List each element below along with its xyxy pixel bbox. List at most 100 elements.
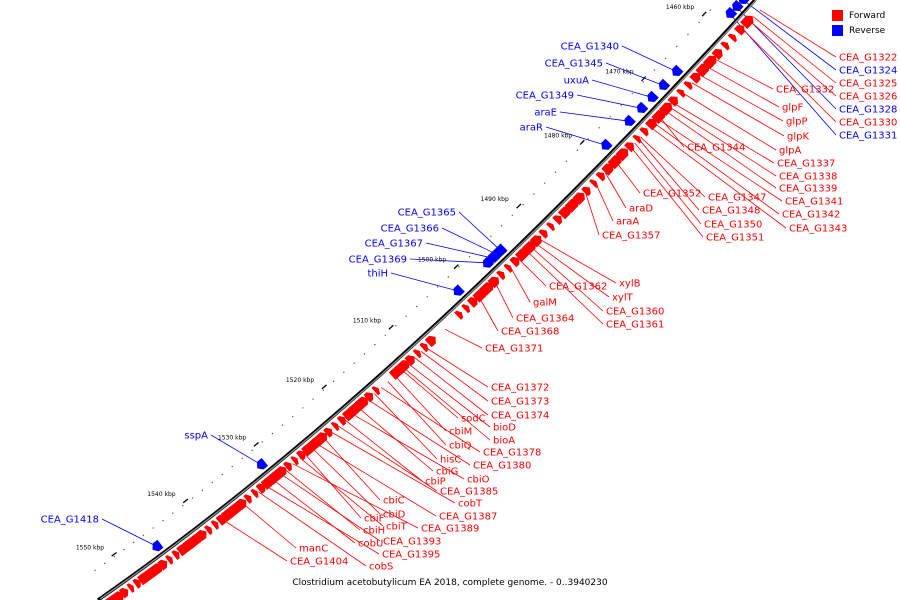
- gene-label-cbiq: cbiQ: [449, 441, 472, 452]
- forward-gene-feature: [187, 533, 202, 548]
- leader-line: [665, 110, 777, 189]
- legend-forward: Forward: [832, 8, 892, 23]
- leader-line: [691, 82, 785, 137]
- leader-line: [749, 20, 837, 97]
- leader-line: [444, 328, 483, 349]
- gene-label-cea-g1330: CEA_G1330: [839, 118, 897, 129]
- leader-line: [742, 0, 837, 71]
- minor-tick: [133, 541, 135, 544]
- leader-line: [585, 192, 600, 236]
- forward-gene-feature: [472, 289, 486, 303]
- gene-label-uxua: uxuA: [564, 76, 590, 87]
- gene-label-cea-g1324: CEA_G1324: [839, 66, 897, 77]
- minor-tick: [241, 457, 243, 460]
- gene-label-cea-g1389: CEA_G1389: [421, 524, 479, 535]
- leader-line: [605, 172, 627, 209]
- minor-tick: [322, 389, 324, 392]
- tick-mark: [253, 441, 259, 447]
- leader-line: [699, 74, 784, 122]
- forward-gene-feature: [296, 450, 306, 461]
- minor-tick: [281, 424, 284, 426]
- forward-gene-feature: [371, 386, 381, 396]
- leader-line: [394, 375, 447, 432]
- forward-gene-feature: [243, 494, 252, 504]
- forward-gene-feature: [336, 416, 346, 426]
- reverse-gene-feature: [624, 114, 636, 126]
- minor-tick: [302, 407, 304, 409]
- leader-line: [657, 118, 783, 202]
- forward-gene-feature: [355, 396, 368, 410]
- forward-gene-feature: [250, 488, 259, 499]
- minor-tick: [533, 193, 535, 195]
- forward-gene-feature: [487, 276, 499, 289]
- backbone: [97, 0, 757, 600]
- gene-label-biod: bioD: [493, 423, 516, 434]
- leader-line: [458, 211, 501, 251]
- forward-gene-feature: [720, 41, 730, 51]
- minor-tick: [500, 225, 503, 227]
- gene-label-cea-g1340: CEA_G1340: [561, 42, 619, 53]
- gene-labels: CEA_G1340 CEA_G1345 uxuA CEA_G1349 araE araR C…: [41, 42, 898, 573]
- minor-tick: [113, 555, 116, 558]
- minor-tick: [201, 489, 204, 492]
- gene-label-arar: araR: [520, 123, 543, 134]
- leader-line: [272, 479, 356, 544]
- minor-tick: [353, 362, 355, 364]
- gene-label-glpf: glpF: [782, 103, 803, 114]
- forward-swatch: [832, 10, 843, 21]
- gene-label-xylb: xylB: [619, 279, 641, 290]
- leader-line: [530, 246, 604, 312]
- gene-label-thih: thiH: [367, 269, 388, 280]
- gene-label-cea-g1395: CEA_G1395: [382, 550, 440, 561]
- leader-line: [714, 58, 774, 90]
- forward-gene-feature: [521, 241, 536, 256]
- forward-gene-feature: [639, 127, 649, 137]
- leader-line: [400, 369, 459, 419]
- leader-line: [425, 242, 492, 259]
- gene-label-galm: galM: [533, 298, 557, 309]
- forward-gene-feature: [509, 257, 520, 268]
- forward-gene-feature: [615, 148, 629, 162]
- leader-line: [337, 425, 438, 492]
- gene-label-cea-g1325: CEA_G1325: [839, 79, 897, 90]
- gene-label-cea-g1331: CEA_G1331: [839, 131, 897, 142]
- gene-label-cbih: cbiH: [363, 526, 385, 537]
- minor-tick: [191, 497, 194, 499]
- minor-tick: [221, 473, 223, 476]
- leader-line: [510, 266, 531, 303]
- leader-line: [330, 431, 456, 504]
- leader-line: [407, 363, 491, 428]
- gene-label-cea-g1378: CEA_G1378: [483, 448, 541, 459]
- forward-gene-feature: [683, 81, 693, 91]
- forward-gene-feature: [503, 263, 513, 273]
- reverse-gene-feature: [647, 90, 659, 102]
- leader-line: [323, 437, 381, 501]
- leader-line: [387, 381, 447, 446]
- forward-gene-feature: [274, 466, 287, 479]
- gene-label-cea-g1404: CEA_G1404: [290, 557, 348, 568]
- leader-lines: [101, 0, 837, 567]
- gene-label-cea-g1339: CEA_G1339: [779, 184, 837, 195]
- reverse-gene-feature: [658, 78, 671, 90]
- minor-tick: [522, 203, 524, 206]
- forward-gene-feature: [412, 349, 422, 359]
- tick-mark: [516, 203, 522, 209]
- minor-tick: [676, 45, 678, 48]
- tick-label: 1530 kbp: [218, 434, 246, 441]
- minor-tick: [271, 432, 274, 435]
- gene-label-cea-g1368: CEA_G1368: [501, 327, 559, 338]
- minor-tick: [447, 276, 449, 278]
- minor-tick: [291, 415, 294, 418]
- minor-tick: [664, 57, 667, 60]
- forward-gene-feature: [149, 563, 163, 577]
- tick-mark: [701, 11, 707, 17]
- minor-tick: [426, 296, 428, 298]
- minor-tick: [104, 562, 106, 565]
- gene-label-cea-g1332: CEA_G1332: [776, 85, 834, 96]
- gene-label-cea-g1361: CEA_G1361: [606, 320, 664, 331]
- forward-gene-feature: [564, 198, 579, 213]
- leader-line: [591, 79, 652, 98]
- forward-gene-feature: [515, 248, 529, 262]
- minor-tick: [384, 334, 386, 336]
- leader-line: [759, 9, 837, 58]
